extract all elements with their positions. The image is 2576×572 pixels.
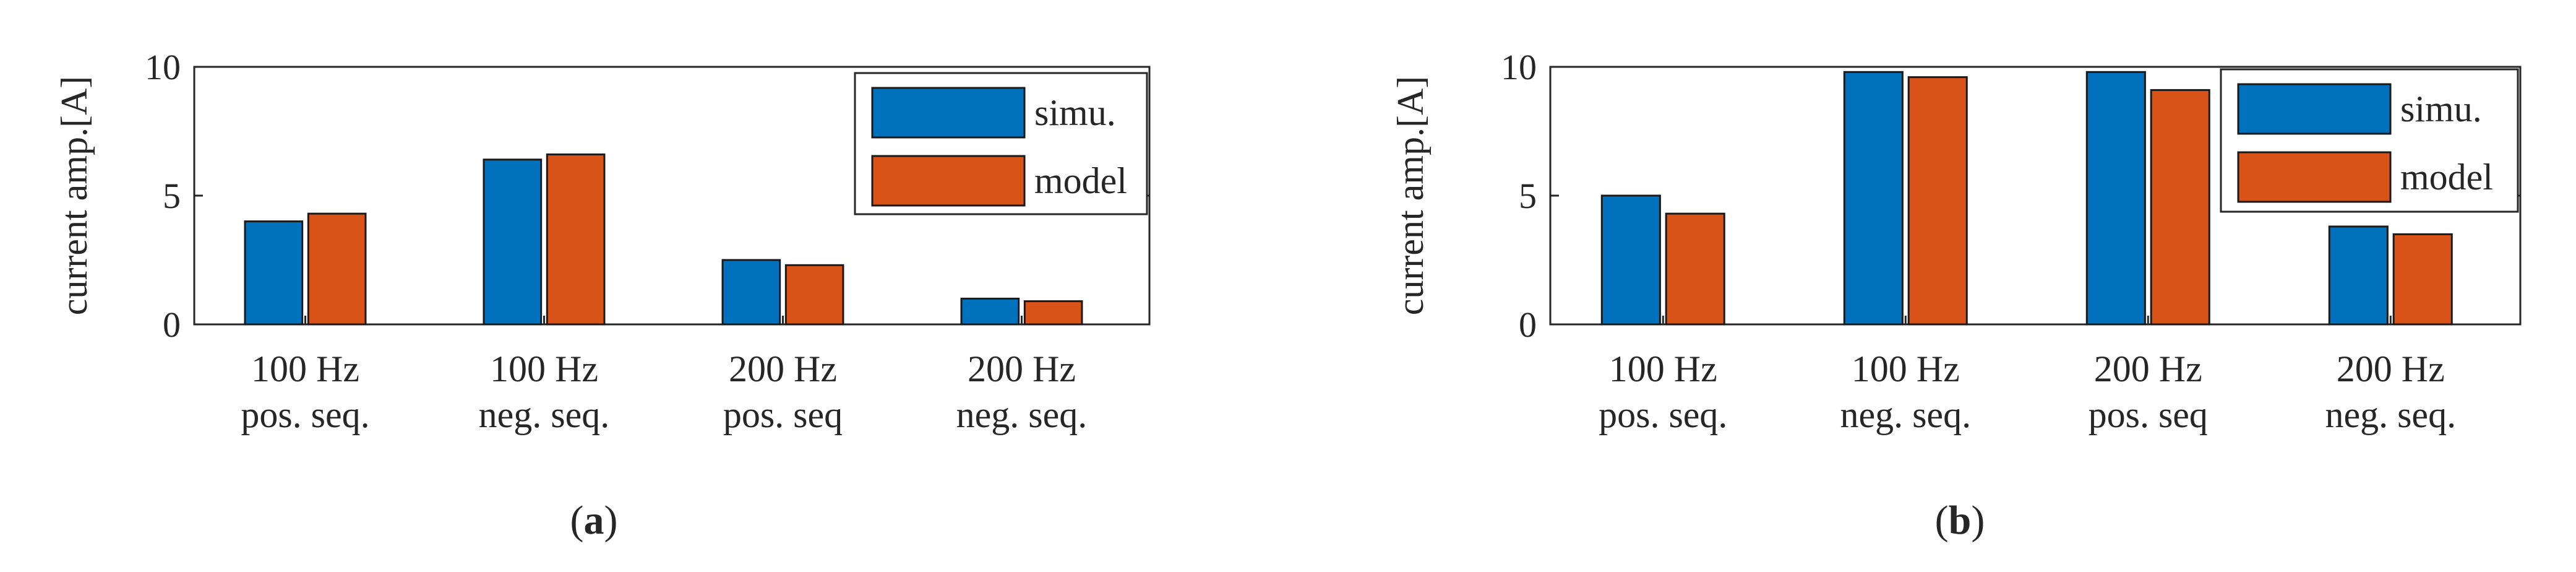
x-tick-label: 100 Hz bbox=[1609, 349, 1717, 389]
bar-model-3 bbox=[1023, 300, 1083, 326]
y-tick-label: 5 bbox=[1519, 176, 1537, 216]
bar-simu-3 bbox=[2328, 225, 2389, 326]
y-tick-label: 10 bbox=[1501, 47, 1537, 87]
y-tick-label: 10 bbox=[145, 47, 181, 87]
y-axis-label: current amp.[A] bbox=[54, 76, 95, 315]
y-tick-label: 5 bbox=[163, 176, 181, 216]
legend-entry: simu. bbox=[2400, 89, 2482, 129]
legend-entry: model bbox=[1034, 160, 1127, 201]
bar-model-0 bbox=[307, 212, 367, 326]
bar-model-0 bbox=[1665, 212, 1725, 326]
x-tick-label: pos. seq bbox=[2089, 394, 2208, 435]
x-tick-label: 200 Hz bbox=[2337, 349, 2445, 389]
bar-model-1 bbox=[546, 153, 606, 326]
chart-panel-b: 0 5 10 current amp.[A] 100 Hz pos. seq. 100 Hz… bbox=[1390, 47, 2522, 543]
y-tick-label: 0 bbox=[163, 305, 181, 345]
legend-swatch bbox=[2237, 151, 2392, 203]
x-tick-label: pos. seq. bbox=[241, 394, 369, 435]
x-tick-label: 200 Hz bbox=[2094, 349, 2202, 389]
bar-simu-0 bbox=[1600, 194, 1661, 326]
bar-simu-1 bbox=[1843, 71, 1904, 326]
panel-label: (b) bbox=[1935, 498, 1985, 543]
bar-model-1 bbox=[1907, 76, 1968, 326]
x-tick-label: neg. seq. bbox=[479, 394, 610, 435]
y-tick-label: 0 bbox=[1519, 305, 1537, 345]
x-tick-label: 200 Hz bbox=[968, 349, 1076, 389]
panel-label: (a) bbox=[570, 498, 618, 543]
bar-simu-2 bbox=[2085, 71, 2146, 326]
bar-model-3 bbox=[2392, 233, 2453, 326]
bar-simu-1 bbox=[483, 158, 543, 326]
legend-entry: model bbox=[2400, 157, 2493, 197]
x-tick-label: pos. seq bbox=[723, 394, 843, 435]
bar-simu-2 bbox=[721, 259, 781, 326]
x-tick-label: neg. seq. bbox=[1840, 394, 1971, 435]
bar-simu-3 bbox=[960, 297, 1020, 326]
x-tick-label: 100 Hz bbox=[490, 349, 598, 389]
legend-swatch bbox=[871, 87, 1026, 139]
bar-model-2 bbox=[2150, 89, 2210, 326]
legend-swatch bbox=[871, 155, 1026, 207]
chart-panel-a: 0 5 10 current amp.[A] 100 Hz pos. seq. 100 Hz… bbox=[54, 47, 1151, 543]
legend-entry: simu. bbox=[1034, 92, 1116, 133]
x-tick-label: neg. seq. bbox=[2325, 394, 2456, 435]
x-tick-label: pos. seq. bbox=[1599, 394, 1727, 435]
legend-swatch bbox=[2237, 83, 2392, 135]
x-tick-label: neg. seq. bbox=[956, 394, 1088, 435]
y-axis-label: current amp.[A] bbox=[1390, 76, 1431, 315]
bar-simu-0 bbox=[244, 220, 304, 326]
x-tick-label: 100 Hz bbox=[251, 349, 359, 389]
bar-model-2 bbox=[784, 264, 844, 326]
x-tick-label: 100 Hz bbox=[1852, 349, 1960, 389]
x-tick-label: 200 Hz bbox=[729, 349, 837, 389]
